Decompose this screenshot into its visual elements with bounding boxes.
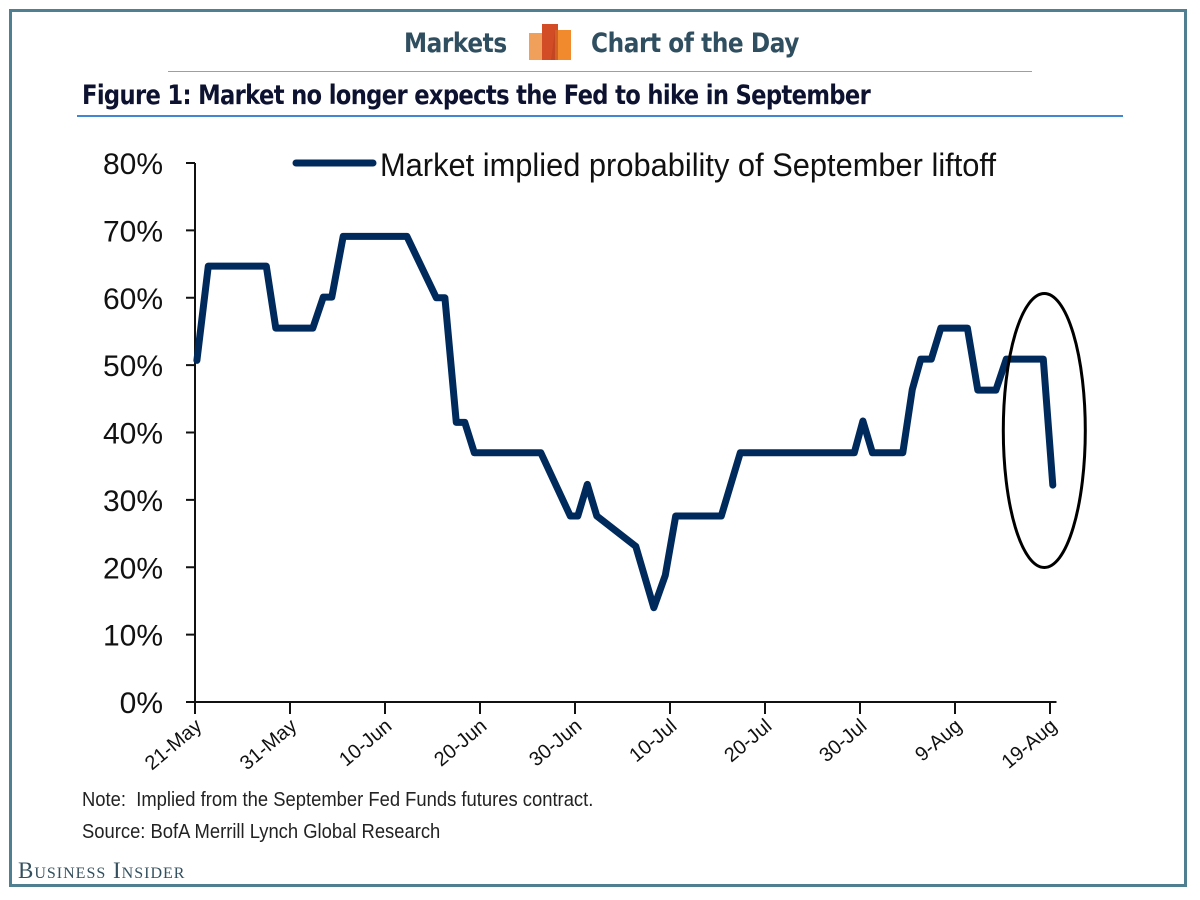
x-tick-label: 20-Jul bbox=[720, 715, 776, 767]
legend-label: Market implied probability of September … bbox=[380, 147, 996, 183]
logo-bar-left bbox=[529, 33, 545, 60]
x-tick-label: 10-Jul bbox=[625, 715, 681, 767]
y-tick-label: 40% bbox=[103, 418, 163, 451]
annotation-layer bbox=[1001, 291, 1087, 569]
x-tick-label: 19-Aug bbox=[998, 715, 1062, 773]
x-tick-label: 31-May bbox=[236, 715, 301, 775]
y-axis: 0% 10% 20% 30% 40% 50% 60% 70% 80% bbox=[103, 148, 196, 720]
figure-note: Note: Implied from the September Fed Fun… bbox=[82, 789, 594, 811]
x-tick-label: 10-Jun bbox=[335, 715, 396, 771]
business-insider-logo: Business Insider bbox=[18, 858, 186, 883]
logo-bar-right bbox=[555, 30, 571, 60]
y-tick-label: 20% bbox=[103, 552, 163, 585]
legend: Market implied probability of September … bbox=[292, 147, 996, 183]
annotation-ellipse bbox=[1001, 291, 1087, 569]
header-markets-label: Markets bbox=[404, 28, 507, 59]
header-banner: Markets Chart of the Day bbox=[0, 24, 1200, 68]
x-tick-label: 21-May bbox=[141, 715, 206, 775]
series-layer bbox=[193, 232, 1057, 612]
bar-chart-logo-icon bbox=[529, 24, 571, 60]
figure-title: Figure 1: Market no longer expects the F… bbox=[82, 80, 871, 111]
x-tick-label: 30-Jul bbox=[815, 715, 871, 767]
y-tick-label: 30% bbox=[103, 485, 163, 518]
figure-source: Source: BofA Merrill Lynch Global Resear… bbox=[82, 821, 441, 843]
x-axis: 21-May 31-May 10-Jun 20-Jun 30-Jun 10-Jul 20-J… bbox=[141, 701, 1062, 775]
logo-bar-overlap bbox=[551, 30, 558, 60]
y-tick-label: 80% bbox=[103, 148, 163, 181]
x-tick-label: 30-Jun bbox=[525, 715, 586, 771]
x-tick-label: 20-Jun bbox=[430, 715, 491, 771]
chart-frame bbox=[9, 9, 1187, 887]
title-underline bbox=[77, 115, 1123, 117]
y-tick-label: 50% bbox=[103, 350, 163, 383]
series-line bbox=[193, 232, 1057, 612]
y-tick-label: 70% bbox=[103, 215, 163, 248]
y-tick-label: 60% bbox=[103, 283, 163, 316]
y-tick-label: 0% bbox=[120, 687, 163, 720]
header-divider bbox=[168, 71, 1032, 72]
x-tick-label: 9-Aug bbox=[911, 715, 966, 766]
header-chart-of-the-day-label: Chart of the Day bbox=[591, 28, 799, 59]
y-tick-label: 10% bbox=[103, 620, 163, 653]
